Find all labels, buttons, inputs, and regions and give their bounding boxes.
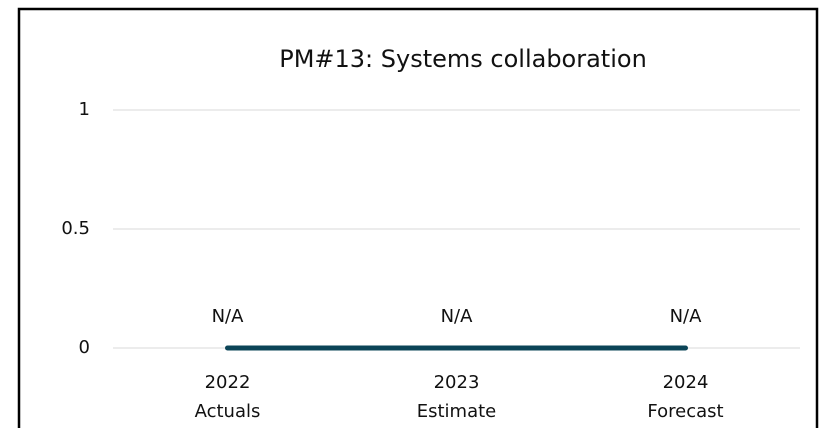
y-tick-label: 1 (79, 99, 90, 120)
data-label: N/A (212, 306, 245, 327)
x-tick-label: 2024 (663, 372, 709, 393)
x-tick-label: 2022 (205, 372, 251, 393)
x-tick-label: 2023 (434, 372, 480, 393)
chart-frame (17, 7, 819, 428)
x-tick-label: Actuals (195, 401, 261, 422)
x-tick-label: Forecast (647, 401, 723, 422)
y-tick-label: 0 (79, 337, 90, 358)
chart-title: PM#13: Systems collaboration (279, 45, 647, 73)
x-tick-label: Estimate (417, 401, 497, 422)
y-tick-label: 0.5 (61, 218, 90, 239)
data-label: N/A (441, 306, 474, 327)
data-label: N/A (670, 306, 703, 327)
